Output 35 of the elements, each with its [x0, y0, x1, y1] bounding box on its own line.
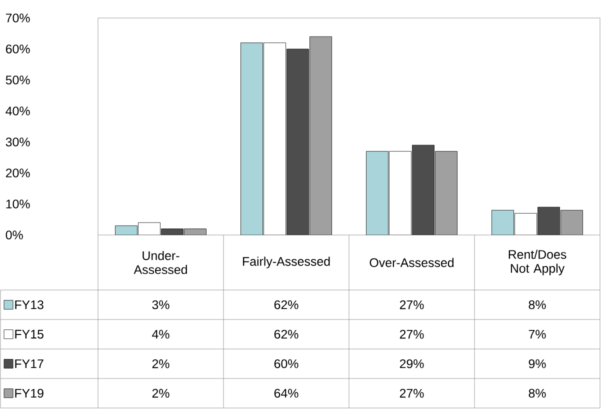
- bar: [286, 48, 309, 236]
- data-label: 60%: [274, 359, 298, 368]
- y-tick-label: 70%: [6, 14, 30, 22]
- data-label: 2%: [152, 359, 170, 368]
- data-label: 3%: [152, 300, 170, 310]
- legend-label: FY17: [15, 359, 44, 368]
- y-tick-label: 60%: [6, 44, 30, 54]
- y-tick-label: 30%: [6, 138, 30, 146]
- data-label: 4%: [152, 330, 170, 339]
- y-tick-label: 0%: [6, 230, 23, 240]
- data-label: 27%: [400, 330, 424, 339]
- data-label: 8%: [528, 300, 546, 310]
- data-label: 8%: [528, 388, 546, 398]
- data-label: 64%: [274, 388, 298, 398]
- y-tick-label: 10%: [6, 200, 30, 208]
- bar: [412, 144, 434, 236]
- x-tick-label: Over-Assessed: [370, 258, 454, 268]
- x-tick-label: Rent/Does Not Apply: [508, 250, 566, 276]
- data-label: 27%: [400, 300, 424, 310]
- legend-label: FY13: [15, 300, 44, 310]
- data-label: 9%: [528, 359, 546, 368]
- data-label: 2%: [152, 388, 170, 398]
- data-label: 27%: [400, 388, 424, 398]
- legend-label: FY15: [15, 330, 44, 339]
- data-label: 62%: [274, 330, 298, 339]
- x-tick-label: Under-Assessed: [134, 250, 187, 274]
- legend-label: FY19: [15, 388, 44, 398]
- data-label: 7%: [528, 330, 546, 339]
- data-label: 62%: [274, 300, 298, 310]
- x-tick-label: Fairly-Assessed: [242, 256, 330, 268]
- y-tick-label: 40%: [6, 106, 30, 116]
- data-label: 29%: [400, 359, 424, 368]
- y-tick-label: 50%: [6, 76, 30, 84]
- y-tick-label: 20%: [6, 168, 30, 178]
- bar: [538, 206, 560, 236]
